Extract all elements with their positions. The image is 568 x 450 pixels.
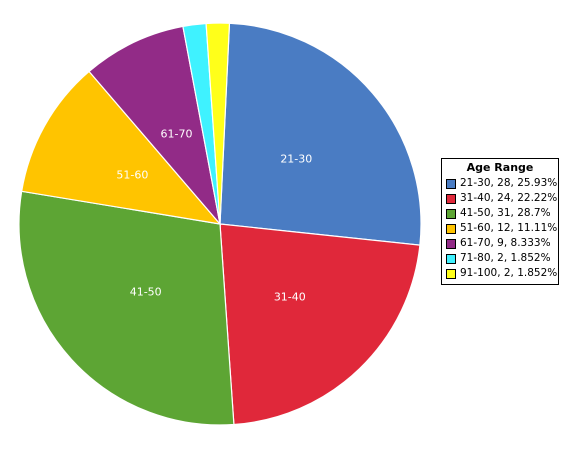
legend-items: 21-30, 28, 25.93% 31-40, 24, 22.22% 41-50,… — [446, 176, 558, 281]
legend-item-31-40: 31-40, 24, 22.22% — [446, 191, 558, 206]
slice-label-41-50: 41-50 — [130, 286, 162, 299]
legend-text: 61-70, 9, 8.333% — [460, 237, 551, 249]
slice-label-31-40: 31-40 — [274, 290, 306, 303]
slice-label-21-30: 21-30 — [280, 153, 312, 166]
legend-text: 41-50, 31, 28.7% — [460, 207, 551, 219]
pie-slice-61-70 — [88, 25, 222, 227]
legend-swatch — [446, 223, 456, 234]
legend-swatch — [446, 253, 456, 264]
legend-item-61-70: 61-70, 9, 8.333% — [446, 236, 554, 251]
pie-slice-31-40 — [219, 223, 421, 426]
legend-text: 21-30, 28, 25.93% — [460, 177, 558, 189]
legend-swatch — [446, 238, 456, 249]
legend-swatch — [446, 178, 456, 189]
legend-title: Age Range — [466, 161, 534, 174]
legend-swatch — [446, 193, 456, 204]
legend: Age Range 21-30, 28, 25.93% 31-40, 24, 22… — [441, 158, 559, 285]
legend-text: 51-60, 12, 11.11% — [460, 222, 558, 234]
legend-text: 91-100, 2, 1.852% — [460, 267, 558, 279]
legend-item-51-60: 51-60, 12, 11.11% — [446, 221, 558, 236]
legend-item-91-100: 91-100, 2, 1.852% — [446, 266, 558, 281]
pie-slice-51-60 — [20, 70, 222, 225]
slice-label-61-70: 61-70 — [161, 127, 193, 140]
legend-text: 71-80, 2, 1.852% — [460, 252, 551, 264]
legend-text: 31-40, 24, 22.22% — [460, 192, 558, 204]
legend-swatch — [446, 208, 456, 219]
legend-swatch — [446, 268, 456, 279]
pie-slice-91-100 — [205, 22, 231, 225]
legend-item-71-80: 71-80, 2, 1.852% — [446, 251, 554, 266]
legend-item-41-50: 41-50, 31, 28.7% — [446, 206, 554, 221]
pie-slice-41-50 — [18, 190, 235, 426]
legend-item-21-30: 21-30, 28, 25.93% — [446, 176, 558, 191]
slice-label-51-60: 51-60 — [116, 169, 148, 182]
pie-slice-21-30 — [219, 22, 422, 246]
